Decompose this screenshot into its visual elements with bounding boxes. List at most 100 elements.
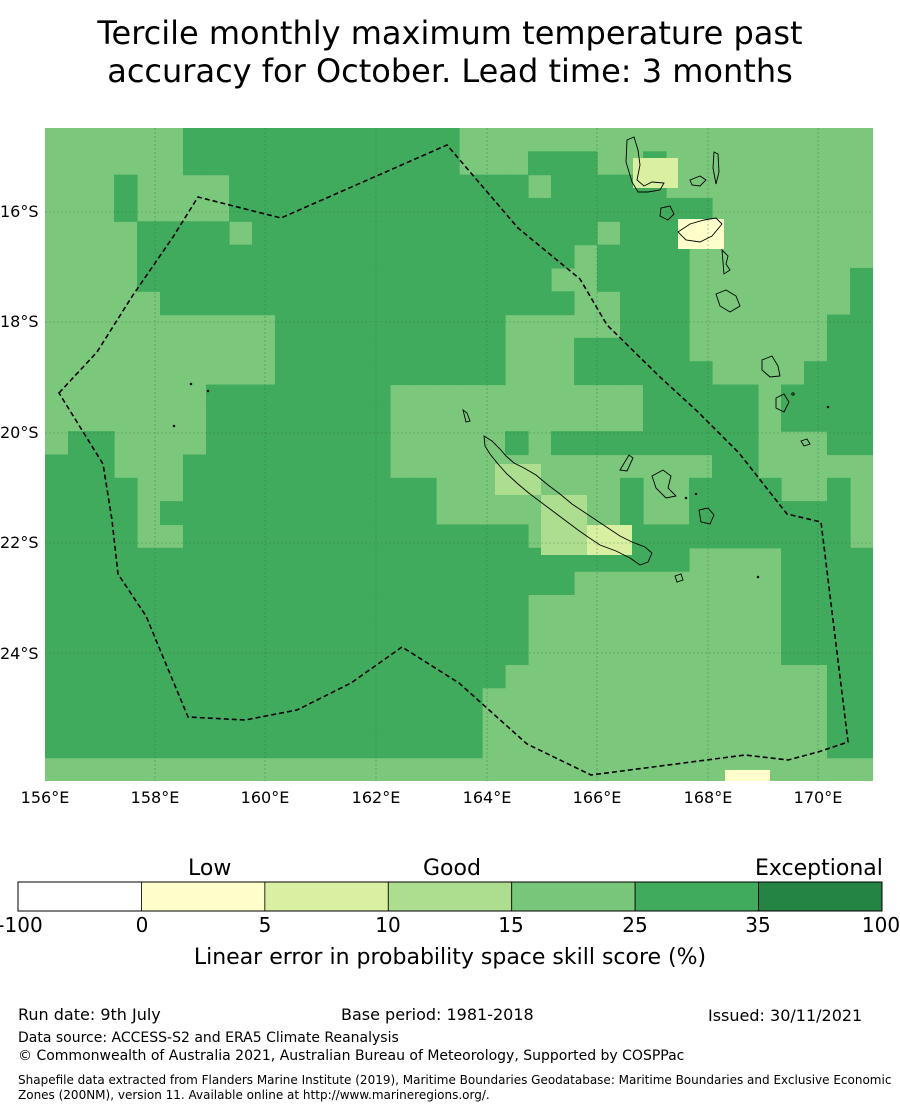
skill-cell	[298, 711, 322, 735]
skill-cell	[620, 221, 644, 246]
shapefile-credit-line-1: Shapefile data extracted from Flanders M…	[18, 1073, 892, 1087]
skill-cell	[666, 431, 690, 456]
islet-dot	[694, 492, 698, 496]
skill-cell	[298, 197, 322, 222]
skill-cell	[367, 711, 391, 735]
skill-cell	[528, 291, 552, 316]
skill-cell	[413, 477, 437, 502]
skill-cell	[528, 151, 552, 176]
skill-cell	[482, 197, 506, 222]
skill-cell	[344, 431, 368, 456]
skill-cell	[827, 734, 851, 759]
skill-cell	[551, 197, 575, 222]
skill-cell	[413, 524, 437, 549]
skill-cell	[321, 501, 345, 526]
isle-of-pines-coast	[674, 573, 684, 583]
espiritu-santo-coast	[625, 136, 665, 193]
skill-cell	[597, 361, 621, 386]
skill-cell	[850, 711, 873, 735]
skill-cell	[482, 267, 506, 292]
skill-cell	[781, 641, 805, 665]
skill-cell	[620, 361, 644, 386]
islet-dot	[826, 405, 830, 409]
skill-cell	[643, 197, 667, 222]
skill-cell	[482, 547, 506, 572]
skill-cell	[183, 221, 207, 246]
skill-cell	[321, 174, 345, 199]
skill-cell	[229, 267, 253, 292]
skill-cell	[298, 571, 322, 596]
skill-cell	[643, 407, 667, 432]
skill-cell	[505, 267, 529, 292]
skill-cell	[827, 547, 851, 572]
skill-cell	[367, 361, 391, 386]
skill-cell	[252, 501, 276, 526]
skill-cell	[367, 314, 391, 339]
shepherd-islands-coast	[721, 248, 731, 275]
skill-cell	[551, 151, 575, 176]
skill-cell	[344, 267, 368, 292]
skill-cell	[206, 477, 230, 502]
skill-cell	[298, 687, 322, 712]
skill-cell	[827, 617, 851, 642]
skill-cell	[229, 174, 253, 199]
skill-cell-light	[541, 495, 587, 555]
skill-cell	[321, 337, 345, 362]
skill-cell	[183, 687, 207, 712]
skill-cell	[574, 221, 598, 246]
skill-cell	[298, 734, 322, 759]
skill-cell	[229, 128, 253, 152]
skill-cell	[367, 291, 391, 316]
skill-cell	[91, 734, 115, 759]
skill-cell	[252, 267, 276, 292]
colorbar-tick: -100	[0, 913, 43, 937]
skill-cell	[390, 151, 414, 176]
skill-cell	[666, 314, 690, 339]
skill-cell	[367, 174, 391, 199]
skill-cell	[390, 734, 414, 759]
skill-cell	[758, 477, 782, 502]
skill-cell	[459, 244, 483, 269]
skill-cell	[344, 174, 368, 199]
skill-cell	[643, 314, 667, 339]
lon-label: 160°E	[240, 788, 290, 807]
skill-cell	[183, 128, 207, 152]
skill-cell	[160, 594, 184, 619]
skill-cell	[413, 174, 437, 199]
skill-cell	[229, 594, 253, 619]
skill-cell	[344, 501, 368, 526]
skill-cell	[781, 617, 805, 642]
skill-cell	[298, 407, 322, 432]
islet-dot	[791, 392, 795, 396]
skill-cell	[344, 197, 368, 222]
skill-cell	[413, 221, 437, 246]
skill-cell	[229, 431, 253, 456]
skill-cell	[206, 524, 230, 549]
skill-cell	[436, 547, 460, 572]
skill-cell	[183, 547, 207, 572]
skill-cell	[597, 431, 621, 456]
skill-cell	[45, 617, 69, 642]
skill-cell	[137, 571, 161, 596]
skill-cell	[459, 594, 483, 619]
skill-cell	[321, 244, 345, 269]
skill-cell	[390, 524, 414, 549]
run-date: Run date: 9th July	[18, 1005, 161, 1024]
skill-cell	[321, 431, 345, 456]
skill-cell	[827, 687, 851, 712]
skill-cell	[229, 291, 253, 316]
skill-cell	[321, 221, 345, 246]
skill-cell	[413, 687, 437, 712]
skill-cell	[436, 174, 460, 199]
skill-cell	[712, 454, 736, 479]
skill-cell	[850, 384, 873, 409]
skill-cell	[781, 501, 805, 526]
aneityum-coast	[775, 393, 790, 413]
skill-cell	[850, 314, 873, 339]
skill-cell	[206, 291, 230, 316]
skill-cell	[390, 244, 414, 269]
skill-cell	[804, 384, 828, 409]
skill-cell	[91, 431, 115, 456]
skill-cell	[367, 151, 391, 176]
